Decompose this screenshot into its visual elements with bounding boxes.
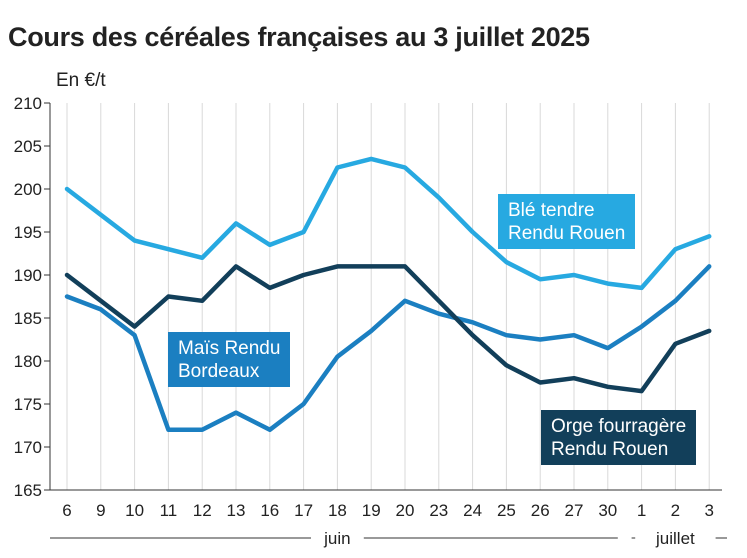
x-tick-label: 3 [704, 501, 713, 520]
x-tick-label: 1 [637, 501, 646, 520]
x-tick-label: 23 [429, 501, 448, 520]
x-tick-label: 24 [463, 501, 482, 520]
legend-label-line: Maïs Rendu [178, 338, 281, 359]
legend-label-line: Bordeaux [178, 361, 260, 382]
x-tick-label: 12 [193, 501, 212, 520]
y-tick-label: 185 [14, 309, 42, 328]
y-tick-label: 200 [14, 180, 42, 199]
series-line-0 [64, 156, 712, 291]
legend-label-ble-tendre: Blé tendre Rendu Rouen [498, 194, 636, 249]
legend-label-line: Rendu Rouen [551, 439, 669, 460]
y-tick-label: 210 [14, 94, 42, 113]
x-tick-label: 30 [598, 501, 617, 520]
legend-label-orge: Orge fourragère Rendu Rouen [541, 410, 697, 465]
x-tick-label: 19 [362, 501, 381, 520]
x-tick-label: 9 [96, 501, 105, 520]
y-tick-label: 170 [14, 438, 42, 457]
legend-label-line: Orge fourragère [551, 416, 687, 437]
legend-label-line: Blé tendre [508, 200, 595, 221]
legend-label-mais: Maïs Rendu Bordeaux [168, 332, 291, 387]
series-line-1 [64, 264, 712, 433]
x-tick-labels: 6 9 10 11 12 13 16 17 18 19 20 23 24 25 26 27 30 1 2 3 [62, 501, 714, 520]
y-tick-label: 195 [14, 223, 42, 242]
series-line-2 [64, 264, 712, 394]
month-label: juillet [655, 529, 695, 548]
x-tick-label: 26 [531, 501, 550, 520]
x-tick-label: 25 [497, 501, 516, 520]
axes [49, 103, 722, 491]
x-tick-label: 17 [294, 501, 313, 520]
y-axis-unit-label: En €/t [56, 70, 106, 91]
x-tick-label: 27 [565, 501, 584, 520]
y-tick-label: 180 [14, 352, 42, 371]
chart-title: Cours des céréales françaises au 3 juill… [8, 22, 590, 52]
month-axis: juin juillet [50, 529, 727, 548]
series-lines [64, 156, 712, 433]
x-tick-label: 18 [328, 501, 347, 520]
x-tick-label: 13 [227, 501, 246, 520]
x-tick-label: 2 [671, 501, 680, 520]
y-tick-labels: 165 170 175 180 185 190 195 200 205 210 [14, 94, 50, 500]
x-tick-label: 20 [396, 501, 415, 520]
x-tick-label: 11 [160, 501, 178, 520]
y-tick-label: 190 [14, 266, 42, 285]
x-tick-label: 16 [260, 501, 279, 520]
x-tick-label: 10 [125, 501, 144, 520]
y-tick-label: 165 [14, 481, 42, 500]
month-label: juin [323, 529, 350, 548]
x-tick-label: 6 [62, 501, 71, 520]
y-tick-label: 175 [14, 395, 42, 414]
y-tick-label: 205 [14, 137, 42, 156]
legend-label-line: Rendu Rouen [508, 223, 626, 244]
